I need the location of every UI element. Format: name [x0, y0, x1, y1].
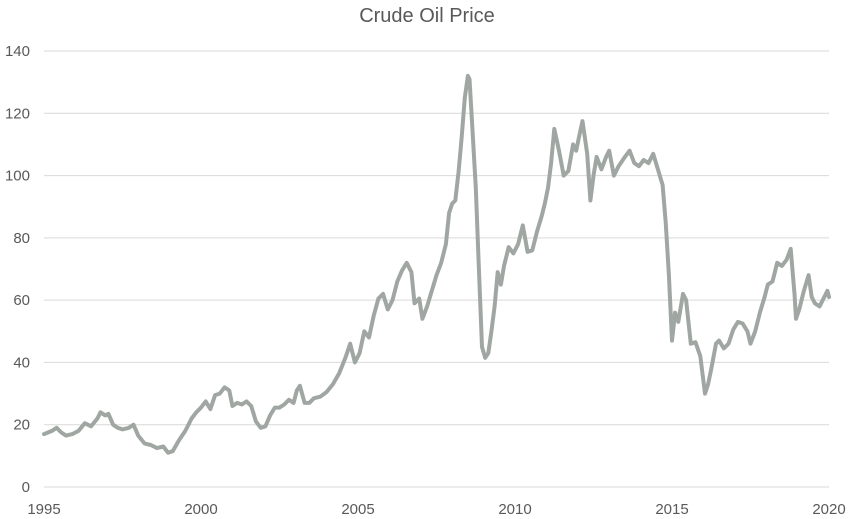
y-tick-label: 20: [13, 417, 30, 434]
x-tick-label: 2005: [341, 501, 374, 518]
x-tick-label: 2000: [184, 501, 217, 518]
gridlines: [44, 50, 829, 488]
x-tick-label: 2015: [655, 501, 688, 518]
y-tick-label: 100: [5, 168, 30, 185]
y-tick-label: 40: [13, 354, 30, 371]
series-layer: [42, 73, 831, 455]
y-tick-label: 80: [13, 230, 30, 247]
y-axis-tick-labels: 0 20 40 60 80 100 120 140: [5, 43, 30, 496]
y-tick-label: 60: [13, 292, 30, 309]
y-tick-label: 0: [22, 479, 30, 496]
y-tick-label: 140: [5, 43, 30, 60]
x-tick-label: 2020: [812, 501, 845, 518]
chart-title: Crude Oil Price: [359, 5, 495, 27]
y-tick-label: 120: [5, 105, 30, 122]
series-line-0: [42, 73, 831, 455]
x-tick-label: 2010: [498, 501, 531, 518]
x-tick-label: 1995: [27, 501, 60, 518]
x-axis-tick-labels: 1995 2000 2005 2010 2015 2020: [27, 501, 845, 518]
